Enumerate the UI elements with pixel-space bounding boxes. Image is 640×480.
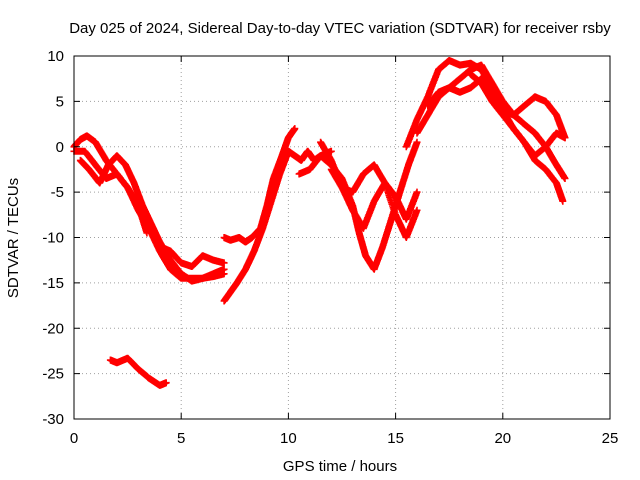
x-tick-label: 25 xyxy=(602,430,619,447)
x-axis-title: GPS time / hours xyxy=(283,458,397,475)
x-tick-label: 10 xyxy=(280,430,297,447)
data-point-markers xyxy=(156,243,228,270)
y-tick-label: 10 xyxy=(47,48,64,65)
data-marks xyxy=(70,57,569,389)
y-tick-label: -10 xyxy=(42,230,64,247)
y-tick-label: -20 xyxy=(42,320,64,337)
x-tick-label: 5 xyxy=(177,430,185,447)
series-arc-m xyxy=(424,75,569,142)
data-point-markers xyxy=(327,161,421,241)
series-arc-e xyxy=(156,243,228,270)
series-arc-c xyxy=(76,152,228,285)
y-tick-label: -15 xyxy=(42,275,64,292)
data-point-markers xyxy=(467,70,569,160)
x-tick-label: 15 xyxy=(387,430,404,447)
y-axis-title: SDTVAR / TECUs xyxy=(5,178,22,298)
x-tick-label: 20 xyxy=(494,430,511,447)
y-tick-label: 5 xyxy=(56,93,64,110)
chart-title: Day 025 of 2024, Sidereal Day-to-day VTE… xyxy=(69,20,611,37)
series-arc-j xyxy=(327,161,421,241)
data-point-markers xyxy=(106,354,170,389)
x-tick-label: 0 xyxy=(70,430,78,447)
y-tick-label: -30 xyxy=(42,411,64,428)
y-tick-label: 0 xyxy=(56,139,64,156)
y-tick-label: -25 xyxy=(42,366,64,383)
ticks: 0 5 10 15 20 25 -30 -25 -20 -15 -10 -5 0 5 10 xyxy=(42,48,618,447)
data-point-markers xyxy=(76,152,228,285)
series-arc-n xyxy=(467,70,569,160)
series-arc-d xyxy=(106,354,170,389)
y-tick-label: -5 xyxy=(51,184,64,201)
data-point-markers xyxy=(424,75,569,142)
